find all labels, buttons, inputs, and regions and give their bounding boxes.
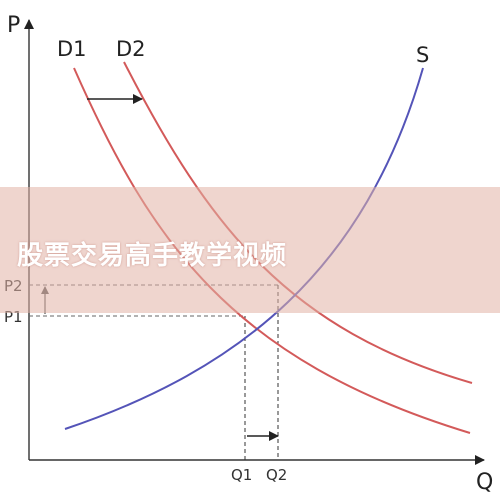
watermark-banner [0, 187, 500, 313]
y-axis-label: P [7, 13, 20, 38]
d1-label: D1 [57, 37, 87, 61]
d2-label: D2 [116, 37, 146, 61]
x-axis-label: Q [476, 470, 493, 495]
banner-title: 股票交易高手教学视频 [17, 241, 288, 271]
q1-label: Q1 [231, 466, 252, 484]
q2-label: Q2 [266, 466, 287, 484]
s-label: S [416, 43, 429, 67]
